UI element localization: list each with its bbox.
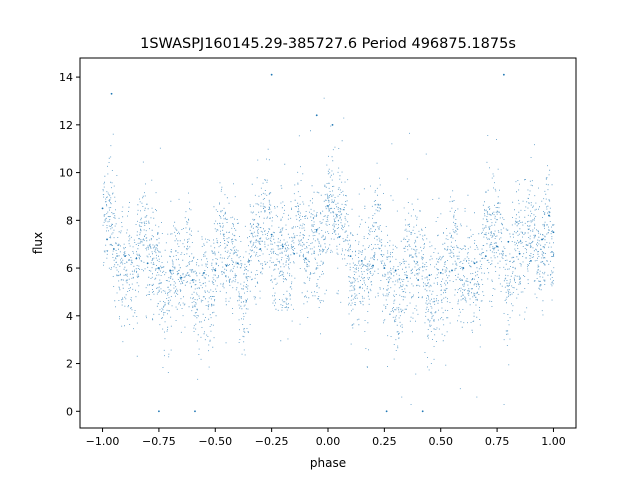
y-tick-label: 6 (66, 262, 73, 275)
data-point (383, 267, 386, 269)
x-tick-label: 1.00 (541, 435, 566, 448)
data-point (349, 255, 352, 258)
data-point (236, 262, 239, 265)
data-point (214, 269, 217, 272)
data-points (101, 73, 555, 413)
x-tick-label: −1.00 (86, 435, 120, 448)
plot-frame (79, 57, 577, 429)
data-point (124, 255, 126, 258)
data-point (101, 207, 104, 210)
y-tick-label: 2 (66, 358, 73, 371)
data-point (158, 410, 160, 413)
data-point (421, 410, 424, 413)
data-point (331, 123, 334, 126)
y-axis-ticks: 0 2 4 6 8 10 12 14 (59, 71, 80, 418)
data-point (259, 248, 262, 250)
y-tick-label: 10 (59, 167, 73, 180)
y-tick-label: 12 (59, 119, 73, 132)
point-cloud (102, 97, 555, 405)
y-axis-label: flux (31, 232, 45, 254)
data-point (552, 231, 555, 234)
data-point (110, 92, 113, 95)
x-tick-label: 0.50 (428, 435, 453, 448)
y-tick-label: 0 (66, 405, 73, 418)
data-point (169, 269, 172, 272)
data-point (180, 276, 183, 279)
data-point (112, 248, 115, 250)
x-tick-label: −0.50 (198, 435, 232, 448)
data-point (248, 260, 250, 262)
data-point (315, 114, 318, 117)
data-point (270, 73, 273, 76)
chart-title: 1SWASPJ160145.29-385727.6 Period 496875.… (140, 36, 516, 52)
x-tick-label: 0.00 (316, 435, 341, 448)
data-point (518, 252, 521, 255)
data-point (502, 73, 505, 76)
data-point (270, 233, 273, 236)
data-point (385, 410, 388, 413)
data-point (146, 262, 149, 265)
data-point (439, 271, 442, 274)
data-point (473, 262, 476, 265)
data-point (530, 260, 532, 262)
data-point (315, 228, 318, 231)
data-point (293, 252, 296, 255)
data-point (484, 255, 487, 258)
x-axis-ticks: −1.00 −0.75 −0.50 −0.25 0.00 0.25 0.50 0.75 1.00 (86, 428, 566, 448)
data-point (194, 410, 196, 413)
y-tick-label: 8 (66, 214, 73, 227)
x-tick-label: −0.75 (142, 435, 176, 448)
data-point (282, 245, 284, 248)
x-tick-label: −0.25 (255, 435, 289, 448)
data-point (135, 257, 138, 260)
x-tick-label: 0.25 (372, 435, 397, 448)
y-tick-label: 4 (66, 310, 73, 323)
data-point (417, 279, 420, 281)
data-point (451, 269, 453, 272)
data-point (428, 274, 431, 277)
data-point (338, 236, 341, 238)
data-point (327, 205, 329, 207)
x-axis-label: phase (310, 456, 346, 470)
y-tick-label: 14 (59, 71, 73, 84)
x-tick-label: 0.75 (485, 435, 510, 448)
data-point (191, 279, 194, 281)
data-point (406, 276, 408, 279)
data-point (507, 240, 510, 243)
